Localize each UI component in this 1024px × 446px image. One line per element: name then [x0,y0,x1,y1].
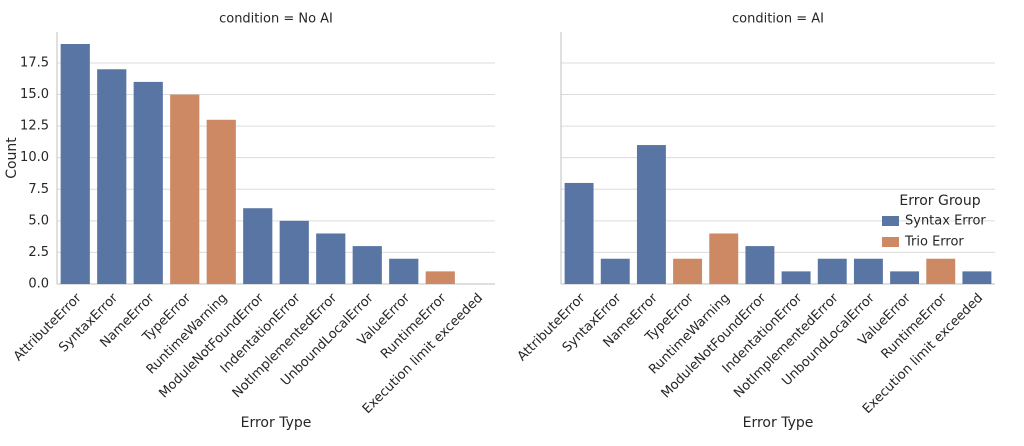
bar [926,258,956,284]
legend-label: Trio Error [904,235,964,250]
bar [279,220,309,284]
bar [389,258,419,284]
bar [745,246,775,284]
legend-label: Syntax Error [905,214,986,229]
bar [853,258,883,284]
bar [425,271,455,284]
x-axis-label: Error Type [743,415,814,431]
bar [817,258,847,284]
y-tick-label: 2.5 [28,245,49,260]
bar [781,271,811,284]
bar [564,182,594,284]
bar [97,69,127,285]
bar [962,271,992,284]
y-tick-label: 7.5 [28,182,49,197]
legend-swatch [882,237,899,247]
bar [709,233,739,284]
bar [673,258,703,284]
bar [206,119,236,284]
bar [636,145,666,284]
y-axis-label: Count [4,137,20,179]
bar [133,81,163,284]
legend-title: Error Group [899,193,980,209]
y-tick-label: 12.5 [20,119,49,134]
panel-title: condition = AI [732,12,824,27]
bar [243,208,273,284]
bar [352,246,382,284]
y-tick-label: 17.5 [20,55,49,70]
y-tick-label: 10.0 [20,150,49,165]
bar [60,44,90,284]
panel-title: condition = No AI [219,12,333,27]
bar [170,94,200,285]
y-tick-label: 15.0 [20,87,49,102]
bar [890,271,920,284]
y-tick-label: 0.0 [28,277,49,292]
bar [600,258,630,284]
bar [316,233,346,284]
legend-swatch [882,216,899,226]
x-axis-label: Error Type [241,415,312,431]
y-tick-label: 5.0 [28,213,49,228]
